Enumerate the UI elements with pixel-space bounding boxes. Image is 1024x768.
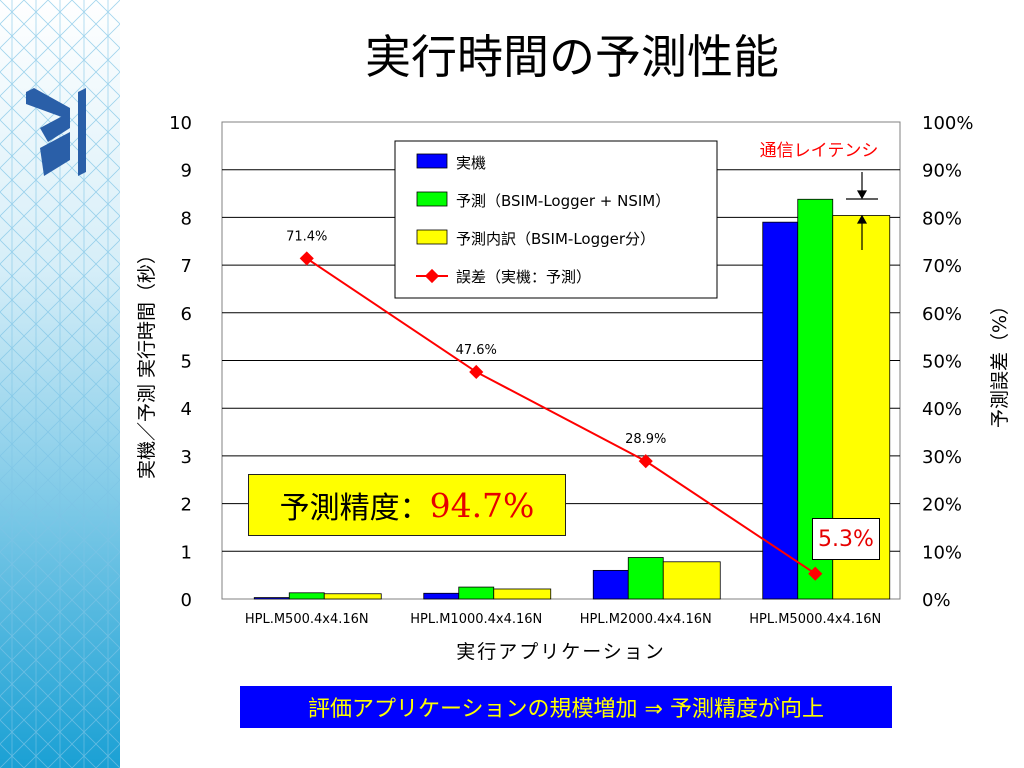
error-line [306,257,816,575]
error-callout: 5.3% [812,518,880,560]
y-tick-label: 7 [181,256,192,277]
x-tick-label: HPL.M1000.4x4.16N [410,612,542,627]
bar-1 [592,569,629,600]
x-axis-label: 実行アプリケーション [456,641,666,663]
bar-1 [253,597,290,600]
y-tick-label: 3 [181,447,192,468]
bar-3 [493,588,552,600]
y-tick-label: 5 [181,352,192,373]
bar-2 [288,592,325,600]
legend-label: 誤差（実機：予測） [456,268,591,286]
error-point [469,364,484,380]
y2-axis-label: 予測誤差（%） [989,296,1011,428]
y2-tick-label: 40% [922,399,962,420]
y-tick-label: 9 [181,161,192,182]
legend-swatch [416,153,448,169]
data-label: 28.9% [625,432,666,447]
bar-1 [423,592,460,600]
x-tick-label: HPL.M2000.4x4.16N [580,612,712,627]
y2-tick-label: 100% [922,113,973,134]
legend-swatch [416,229,448,245]
bar-2 [458,586,495,600]
y2-tick-label: 90% [922,161,962,182]
data-label: 71.4% [286,229,327,244]
y2-tick-label: 50% [922,352,962,373]
data-label: 47.6% [456,343,497,358]
legend-label: 実機 [456,154,486,172]
y2-tick-label: 70% [922,256,962,277]
slide-title: 実行時間の予測性能 [365,30,779,84]
accuracy-value: 94.7% [429,485,535,525]
y2-tick-label: 60% [922,304,962,325]
y2-tick-label: 0% [922,590,951,611]
error-point [638,454,653,469]
y2-tick-label: 10% [922,542,962,563]
y-tick-label: 8 [181,208,192,229]
x-tick-label: HPL.M5000.4x4.16N [749,612,881,627]
y2-tick-label: 20% [922,495,962,516]
y-tick-label: 0 [181,590,192,611]
y2-tick-label: 30% [922,447,962,468]
bar-3 [323,593,382,600]
legend-marker [424,268,440,284]
y-tick-label: 6 [181,304,192,325]
y2-tick-label: 80% [922,208,962,229]
y-tick-label: 1 [181,542,192,563]
bar-2 [627,557,664,600]
accuracy-box: 予測精度： 94.7% [248,474,566,536]
conclusion-banner: 評価アプリケーションの規模増加 ⇒ 予測精度が向上 [240,686,892,728]
accuracy-label: 予測精度： [279,491,430,526]
logo-icon [26,88,86,176]
decorative-sidebar [0,0,120,768]
y-axis-label: 実機／予測 実行時間（秒） [136,245,158,479]
latency-arrows [846,172,878,250]
error-point [808,566,823,581]
x-tick-label: HPL.M500.4x4.16N [245,612,369,627]
y-tick-label: 10 [169,113,192,134]
error-point [299,251,314,266]
y-tick-label: 4 [181,399,192,420]
latency-label: 通信レイテンシ [759,141,879,161]
bar-3 [662,561,721,600]
y-tick-label: 2 [181,495,192,516]
legend-label: 予測内訳（BSIM-Logger分） [456,230,655,248]
legend-label: 予測（BSIM-Logger + NSIM） [456,192,670,210]
legend-swatch [416,191,448,207]
